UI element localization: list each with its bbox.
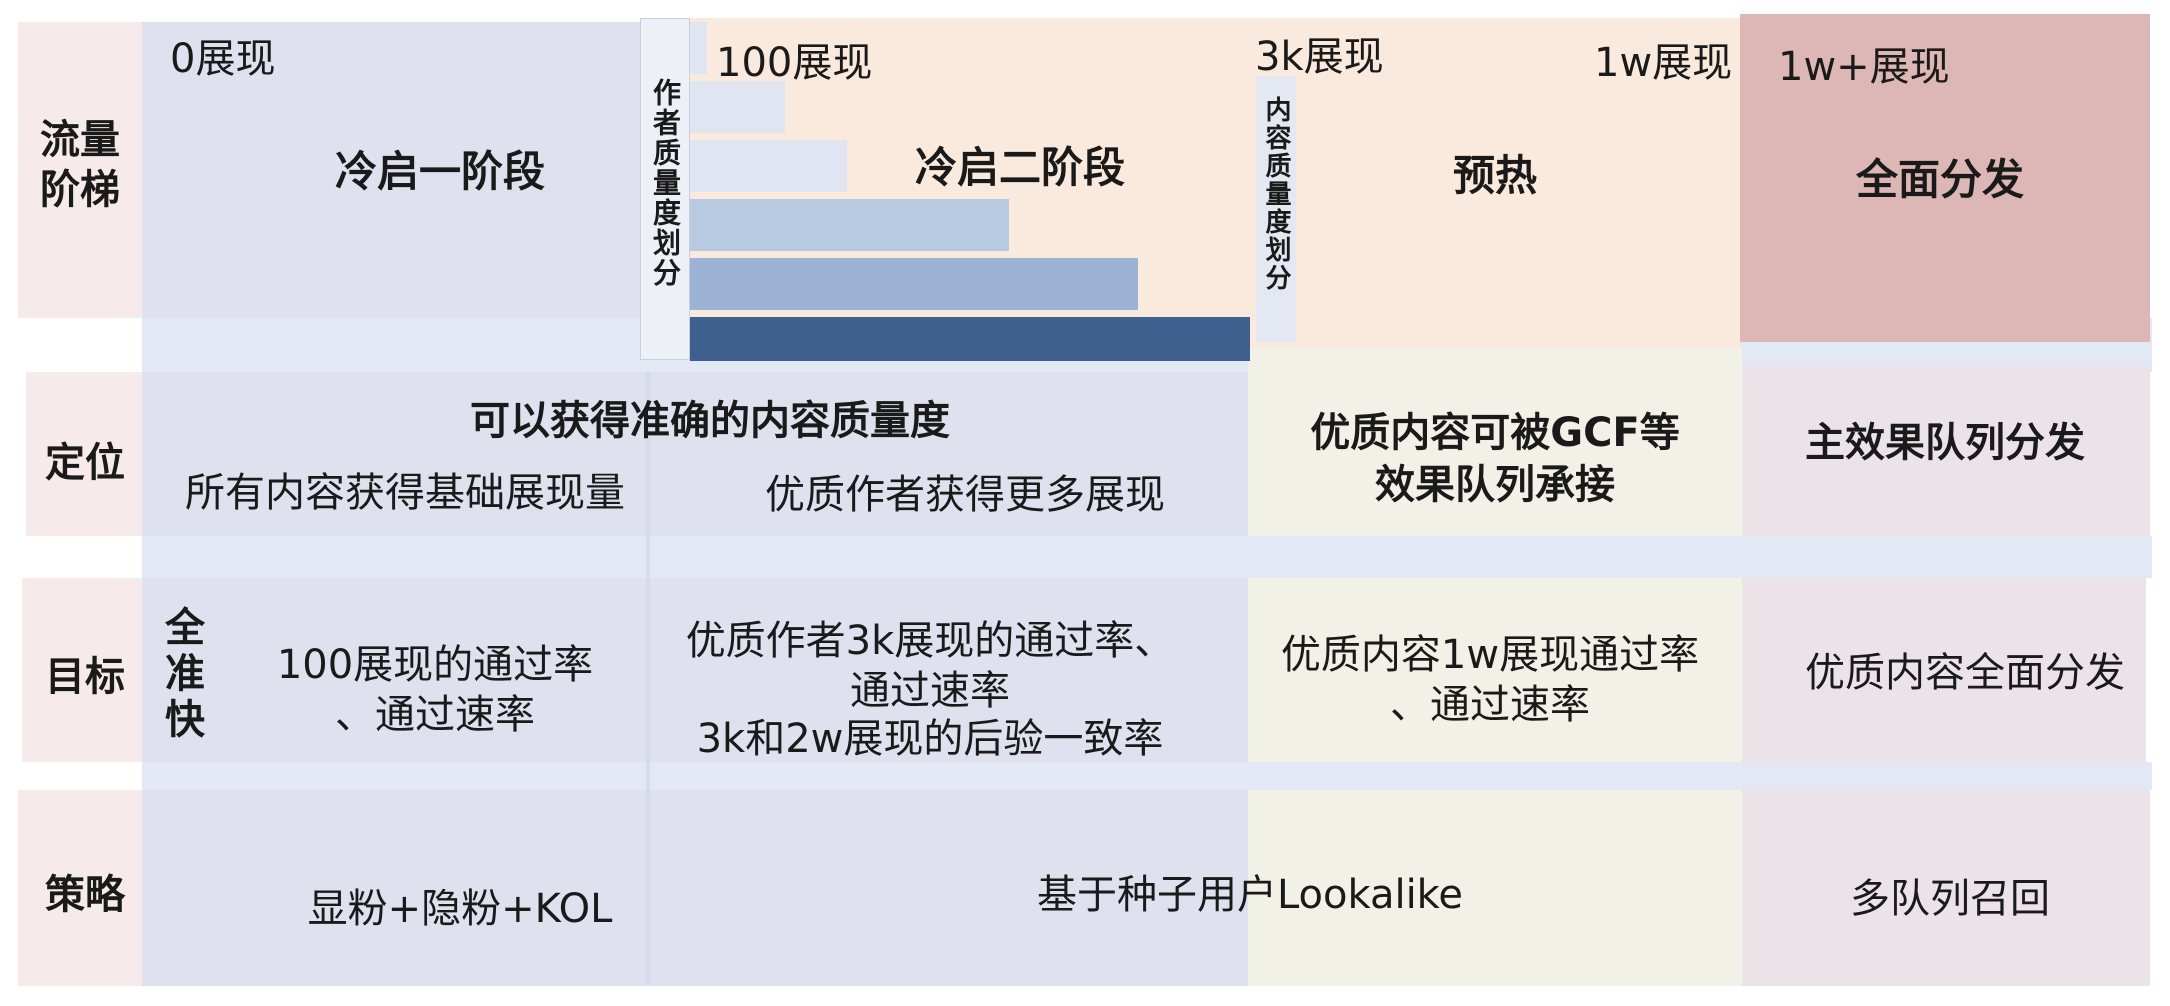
author-quality-bar-1	[690, 22, 707, 74]
author-quality-bar-4	[690, 199, 1009, 251]
full-position-bg	[1742, 366, 2150, 536]
label-bg-strategy	[18, 790, 142, 986]
row-label-goal: 目标	[45, 654, 125, 700]
stage-cold2: 冷启二阶段	[914, 143, 1125, 192]
author-quality-box	[640, 18, 690, 360]
milestone-1w-plus: 1w+展现	[1778, 44, 1950, 90]
full-top-bg	[1740, 14, 2150, 342]
strategy-full: 多队列召回	[1850, 876, 2050, 922]
cold-strategy-bg	[142, 790, 1248, 986]
full-strategy-bg	[1742, 790, 2150, 986]
preheat-top-bg	[1250, 18, 1740, 348]
preheat-strategy-bg	[1248, 790, 1742, 986]
stage-full: 全面分发	[1855, 155, 2024, 204]
row-label-strategy: 策略	[45, 872, 125, 918]
milestone-1w: 1w展现	[1594, 40, 1733, 86]
goal-preheat-line1: 优质内容1w展现通过率	[1280, 632, 1700, 678]
milestone-100: 100展现	[716, 40, 873, 86]
label-bg-position	[26, 372, 142, 536]
goal-full: 优质内容全面分发	[1805, 650, 2125, 696]
position-preheat-line1: 优质内容可被GCF等	[1310, 410, 1680, 456]
cold-goal-bg	[142, 578, 1248, 762]
column-divider	[646, 372, 650, 986]
goal-preheat-line2: 、通过速率	[1390, 682, 1590, 728]
goal-cold2-line2: 通过速率	[850, 668, 1010, 714]
author-quality-label: 作者质量度划分	[649, 78, 682, 288]
label-bg-goal	[22, 578, 142, 762]
cold-position-bg	[142, 372, 1248, 536]
row-label-position: 定位	[45, 440, 125, 486]
author-quality-bar-5	[690, 258, 1138, 310]
milestone-0: 0展现	[170, 36, 276, 82]
content-quality-label: 内容质量度划分	[1261, 96, 1291, 292]
position-cold2: 优质作者获得更多展现	[765, 472, 1165, 518]
goal-cold1-line1: 100展现的通过率	[276, 642, 594, 688]
content-quality-box	[1256, 76, 1296, 342]
full-goal-bg	[1742, 578, 2146, 762]
author-quality-bar-3	[690, 140, 847, 192]
goal-cold2-line3: 3k和2w展现的后验一致率	[696, 716, 1164, 762]
preheat-position-bg	[1248, 348, 1742, 536]
cold1-top-bg	[142, 22, 640, 318]
author-quality-bar-6	[690, 317, 1250, 361]
goal-cold1-line2: 、通过速率	[335, 692, 535, 738]
band-2	[142, 536, 2152, 578]
stage-preheat: 预热	[1452, 151, 1537, 200]
position-full: 主效果队列分发	[1805, 420, 2085, 466]
band-3	[142, 762, 2152, 790]
strategy-cold1: 显粉+隐粉+KOL	[307, 886, 613, 932]
author-quality-bar-2	[690, 81, 785, 133]
position-preheat-line2: 效果队列承接	[1375, 462, 1615, 508]
preheat-goal-bg	[1248, 578, 1742, 762]
position-cold1: 所有内容获得基础展现量	[185, 470, 625, 516]
stage-cold1: 冷启一阶段	[334, 147, 545, 196]
milestone-3k: 3k展现	[1255, 34, 1384, 80]
goal-cold2-line1: 优质作者3k展现的通过率、	[685, 618, 1175, 664]
label-bg-traffic	[18, 22, 142, 318]
strategy-cold2-preheat: 基于种子用户Lookalike	[1036, 872, 1464, 918]
goal-side-label: 全准快	[158, 606, 204, 744]
position-span-title: 可以获得准确的内容质量度	[470, 398, 950, 444]
row-label-traffic: 流量阶梯	[40, 117, 120, 213]
